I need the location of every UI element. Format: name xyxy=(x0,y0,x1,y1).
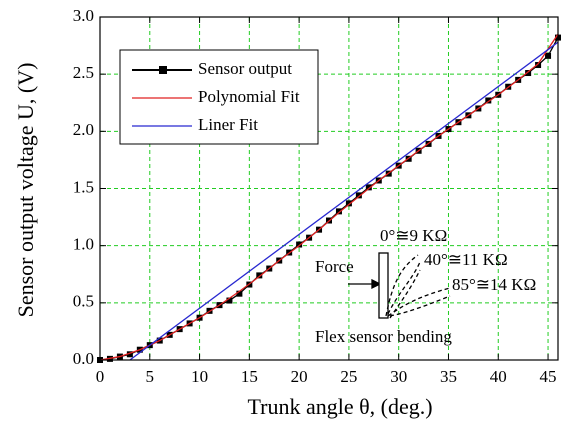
plot-frame xyxy=(99,16,559,361)
legend-label: Polynomial Fit xyxy=(198,87,300,106)
x-tick-label: 25 xyxy=(340,367,357,386)
legend-label: Sensor output xyxy=(198,59,292,78)
x-tick-label: 20 xyxy=(291,367,308,386)
data-point xyxy=(365,184,372,191)
data-point xyxy=(335,208,342,215)
x-tick-label: 40 xyxy=(490,367,507,386)
y-axis-title: Sensor output voltage U, (V) xyxy=(13,63,38,318)
y-tick-label: 0.0 xyxy=(73,349,94,368)
data-point xyxy=(256,272,263,279)
x-tick-label: 5 xyxy=(146,367,155,386)
sensor-diagram xyxy=(348,252,451,319)
y-tick-label: 3.0 xyxy=(73,6,94,25)
data-point xyxy=(226,297,233,304)
data-point xyxy=(355,192,362,199)
series-line xyxy=(129,41,558,360)
data-point xyxy=(485,97,492,104)
annotation: 40°≅11 KΩ xyxy=(424,250,508,269)
data-point xyxy=(236,290,243,297)
legend-box xyxy=(119,49,319,145)
legend-label: Liner Fit xyxy=(198,115,258,134)
data-point xyxy=(126,351,133,358)
y-tick-label: 2.0 xyxy=(73,120,94,139)
y-tick-label: 1.5 xyxy=(73,177,94,196)
x-tick-label: 10 xyxy=(191,367,208,386)
data-point xyxy=(545,52,552,59)
data-point xyxy=(525,70,532,77)
data-point xyxy=(535,62,542,69)
x-tick-label: 15 xyxy=(241,367,258,386)
legend-marker xyxy=(159,66,167,74)
x-axis-title: Trunk angle θ, (deg.) xyxy=(247,394,432,419)
y-tick-label: 2.5 xyxy=(73,63,94,82)
annotation: 85°≅14 KΩ xyxy=(452,275,536,294)
data-point xyxy=(345,200,352,207)
annotation: 0°≅9 KΩ xyxy=(380,226,447,245)
x-tick-label: 35 xyxy=(440,367,457,386)
data-point xyxy=(296,241,303,248)
plot-area: 0 5 10 15 20 25 30 35 40 45 0.0 0.5 1.0 1.5 2.0 2.5 3.0 S… xyxy=(73,6,561,386)
x-tick-label: 30 xyxy=(390,367,407,386)
x-tick-label: 0 xyxy=(96,367,105,386)
y-tick-label: 1.0 xyxy=(73,235,94,254)
y-tick-label: 0.5 xyxy=(73,292,94,311)
annotation: Flex sensor bending xyxy=(315,327,452,346)
annotation: Force xyxy=(315,257,354,276)
series-line xyxy=(100,33,558,360)
x-tick-label: 45 xyxy=(540,367,557,386)
